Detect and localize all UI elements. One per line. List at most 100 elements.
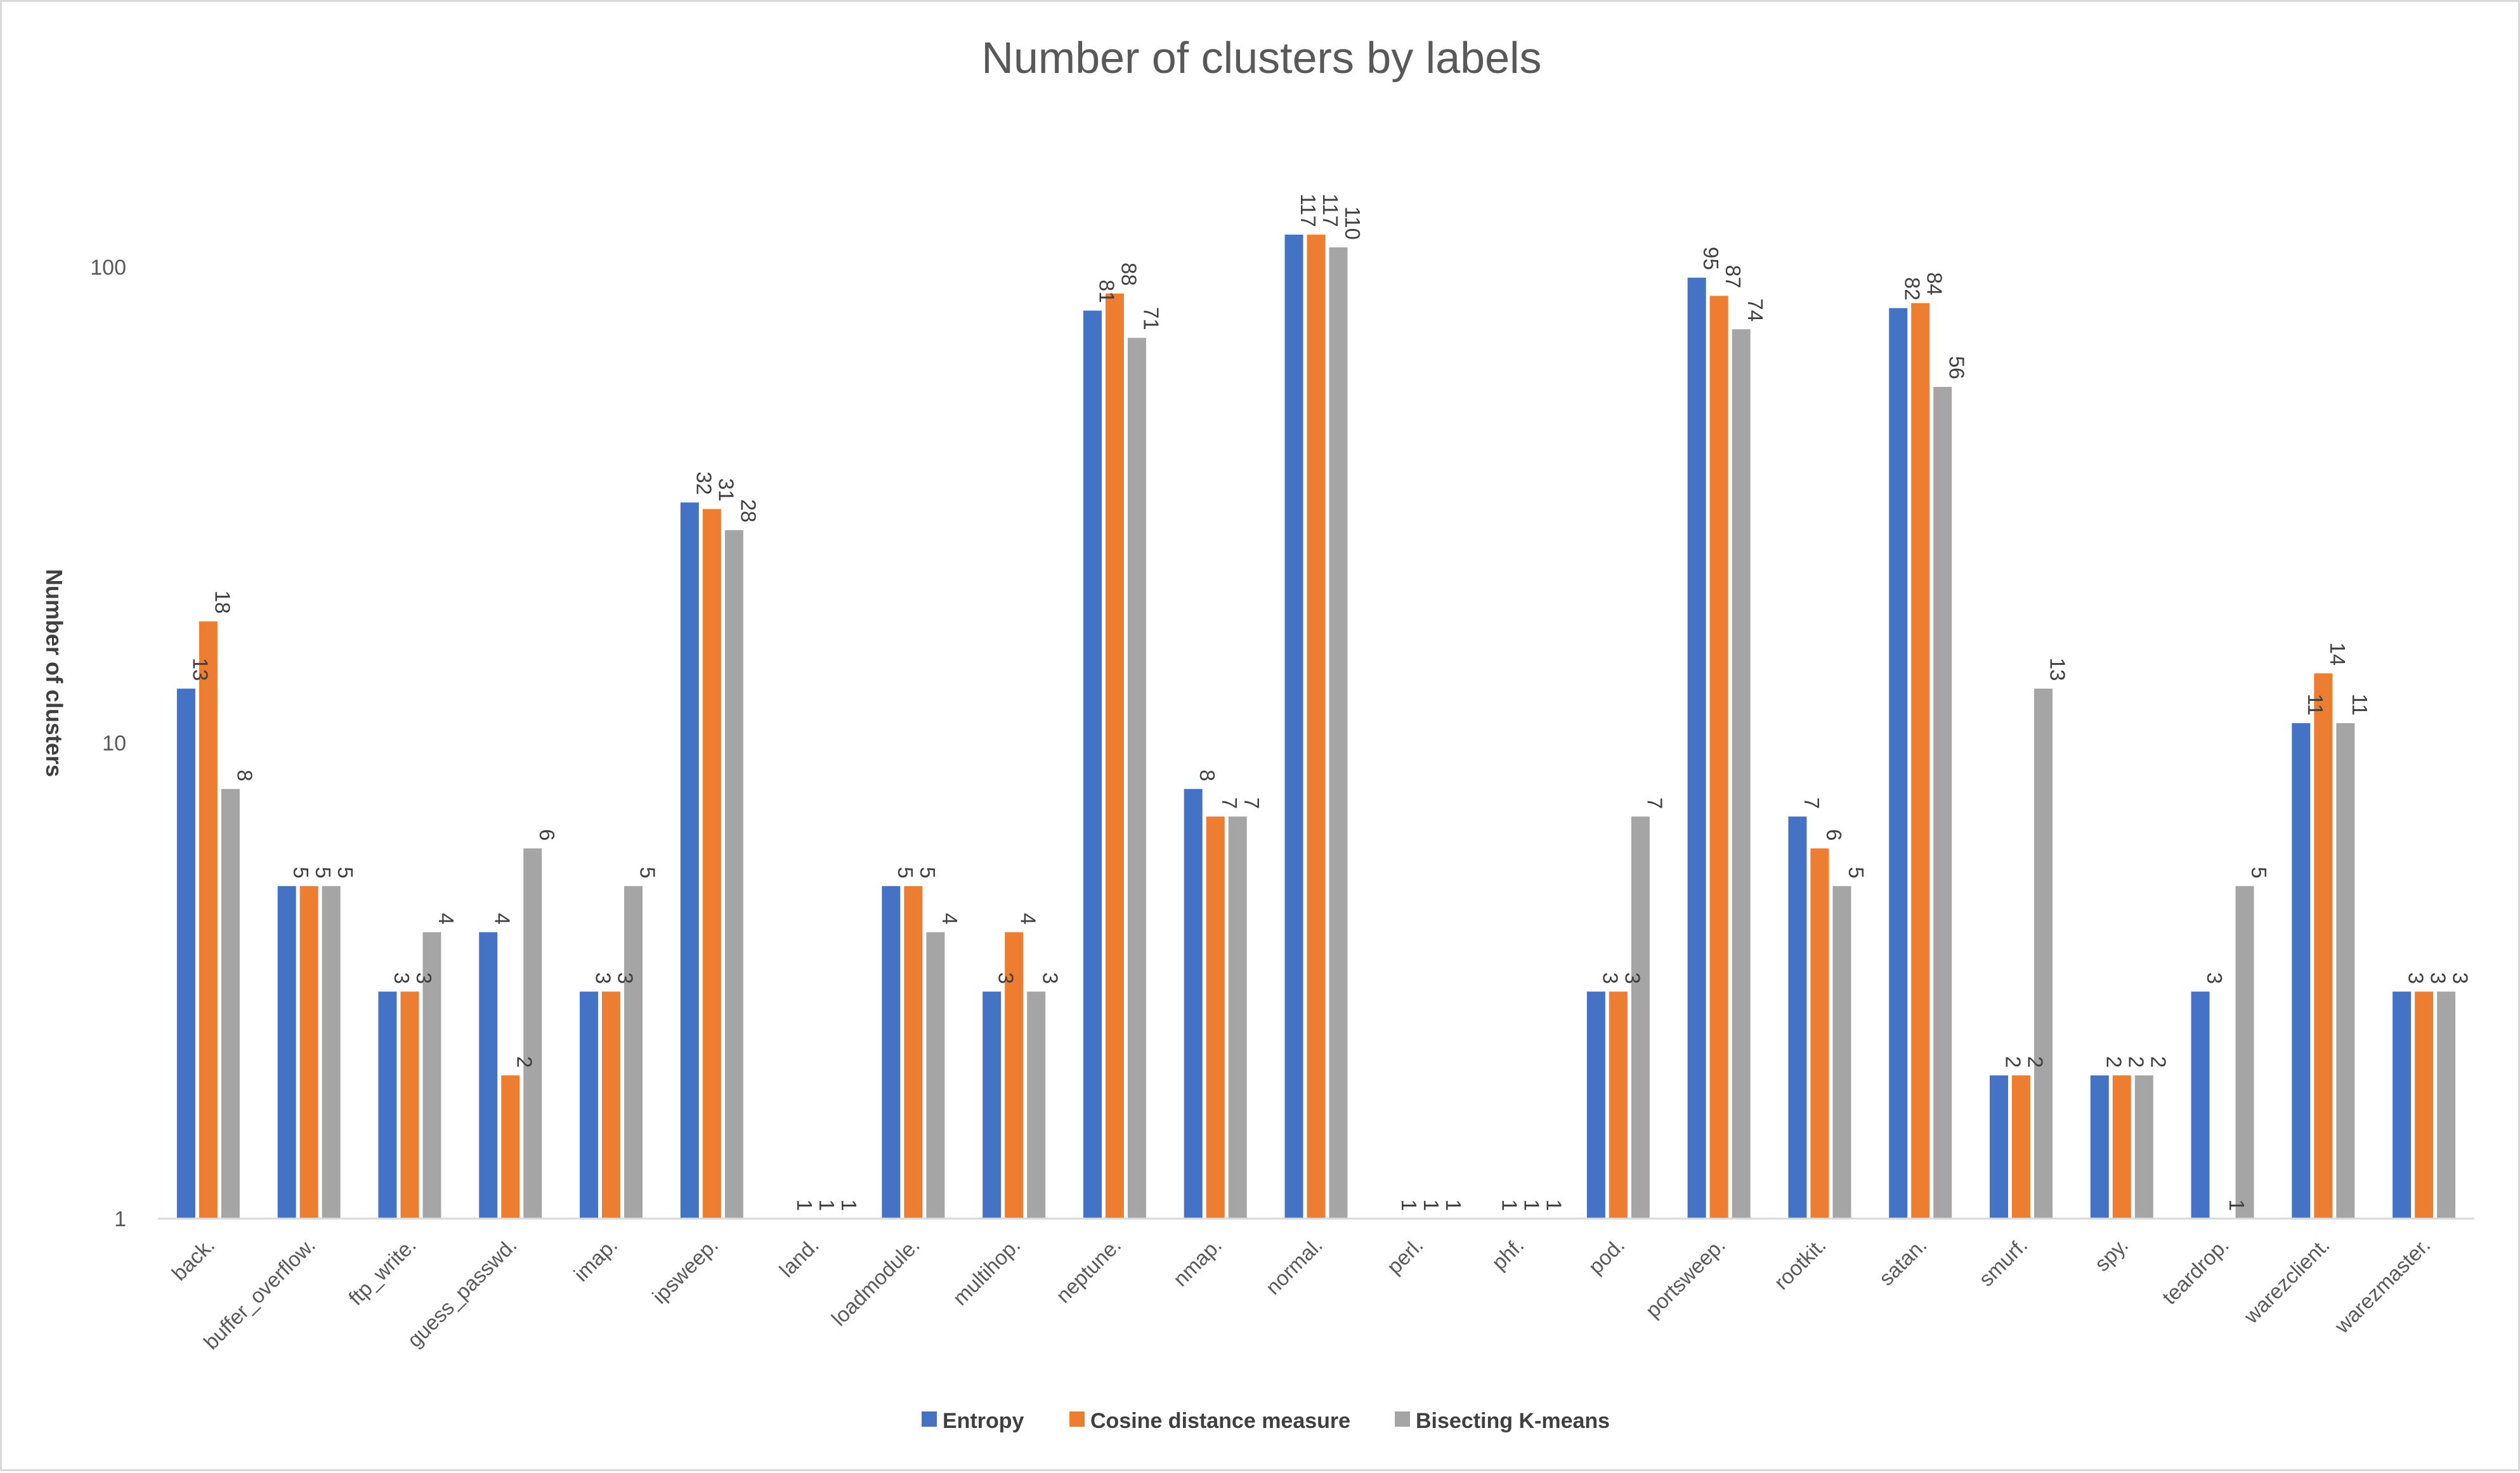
bar <box>378 992 397 1219</box>
bar <box>602 992 621 1219</box>
bar <box>1027 992 1046 1219</box>
legend-swatch <box>1395 1411 1410 1427</box>
bar <box>2034 688 2053 1219</box>
data-label: 1 <box>793 1200 816 1211</box>
bar <box>1832 886 1851 1219</box>
data-label: 7 <box>1643 797 1666 809</box>
data-label: 110 <box>1341 206 1364 240</box>
data-label: 2 <box>2102 1056 2125 1068</box>
data-label: 4 <box>434 913 458 924</box>
data-label: 13 <box>2046 658 2069 681</box>
data-label: 5 <box>2247 867 2271 878</box>
data-label: 1 <box>1498 1200 1522 1211</box>
x-tick-label: warezclient. <box>2239 1233 2334 1328</box>
bar <box>983 992 1002 1219</box>
bar <box>221 789 240 1219</box>
x-tick-label: pod. <box>1584 1233 1629 1279</box>
bar <box>702 509 721 1219</box>
x-tick-label: phf. <box>1487 1233 1528 1274</box>
bar <box>422 932 441 1219</box>
bar <box>2314 673 2333 1219</box>
bar <box>1989 1075 2008 1219</box>
data-label: 4 <box>1017 913 1040 924</box>
x-tick-label: teardrop. <box>2157 1233 2233 1309</box>
data-label: 56 <box>1945 356 1969 379</box>
x-tick-label: land. <box>774 1233 823 1282</box>
x-tick-label: imap. <box>569 1233 622 1286</box>
data-label: 8 <box>233 769 256 781</box>
x-tick-label: perl. <box>1382 1233 1428 1279</box>
data-label: 5 <box>334 867 357 878</box>
data-label: 1 <box>1397 1200 1421 1211</box>
data-label: 2 <box>2124 1056 2148 1068</box>
bar <box>2292 723 2311 1219</box>
data-label: 7 <box>1800 797 1824 809</box>
legend-entry: Cosine distance measure <box>1090 1409 1350 1433</box>
data-label: 1 <box>1442 1200 1465 1211</box>
y-tick-label: 10 <box>102 731 126 756</box>
bar <box>926 932 945 1219</box>
data-label: 14 <box>2326 643 2349 666</box>
bar <box>176 688 195 1219</box>
data-label: 87 <box>1721 265 1745 289</box>
data-label: 1 <box>815 1200 839 1211</box>
legend-swatch <box>1069 1411 1085 1427</box>
legend-entry: Bisecting K-means <box>1416 1409 1610 1433</box>
data-label: 5 <box>311 867 335 878</box>
data-label: 32 <box>692 471 715 495</box>
x-tick-label: spy. <box>2090 1233 2132 1276</box>
data-label: 3 <box>1621 972 1644 984</box>
bar <box>479 932 498 1219</box>
data-label: 5 <box>894 867 917 878</box>
x-tick-label: ipsweep. <box>648 1233 722 1308</box>
data-label: 7 <box>1218 797 1241 809</box>
data-label: 1 <box>1520 1200 1544 1211</box>
x-tick-label: rootkit. <box>1770 1233 1831 1294</box>
x-tick-label: back. <box>167 1233 219 1285</box>
bar <box>2393 992 2412 1219</box>
data-label: 5 <box>916 867 939 878</box>
x-tick-label: normal. <box>1261 1233 1327 1299</box>
bar <box>2191 992 2210 1219</box>
data-label: 84 <box>1923 272 1947 296</box>
x-tick-label: smurf. <box>1974 1233 2032 1291</box>
bar <box>523 848 542 1219</box>
data-label: 3 <box>995 972 1018 984</box>
data-label: 8 <box>1196 769 1219 781</box>
bar <box>2415 992 2434 1219</box>
legend-entry: Entropy <box>943 1409 1024 1433</box>
bar <box>2090 1075 2109 1219</box>
data-label: 74 <box>1744 298 1767 322</box>
data-label: 3 <box>592 972 615 984</box>
y-tick-label: 100 <box>90 256 126 280</box>
data-label: 117 <box>1319 193 1342 227</box>
data-label: 28 <box>736 499 760 523</box>
data-label: 71 <box>1139 307 1163 331</box>
data-label: 4 <box>491 913 514 924</box>
x-axis-categories: back.buffer_overflow. ftp_write.guess_pas… <box>167 1233 2434 1354</box>
x-tick-label: loadmodule. <box>827 1233 924 1330</box>
data-label: 4 <box>938 913 962 924</box>
bar <box>724 530 743 1219</box>
bar <box>1228 816 1247 1219</box>
data-label: 1 <box>1420 1200 1443 1211</box>
bar <box>1184 789 1203 1219</box>
bar <box>1631 816 1650 1219</box>
bar <box>2336 723 2355 1219</box>
data-label: 2 <box>513 1056 537 1068</box>
x-tick-label: guess_passwd. <box>403 1233 521 1352</box>
y-tick-label: 1 <box>114 1207 126 1231</box>
data-label: 11 <box>2348 694 2372 716</box>
bar <box>299 886 318 1219</box>
bar <box>1933 386 1952 1219</box>
bar <box>1889 308 1908 1219</box>
data-label: 3 <box>2203 972 2226 984</box>
bar <box>2437 992 2456 1219</box>
bar <box>904 886 923 1219</box>
bar <box>1709 296 1728 1219</box>
data-label: 1 <box>1543 1200 1566 1211</box>
data-label: 3 <box>2405 972 2428 984</box>
x-tick-label: nmap. <box>1168 1233 1226 1291</box>
bar <box>501 1075 520 1219</box>
